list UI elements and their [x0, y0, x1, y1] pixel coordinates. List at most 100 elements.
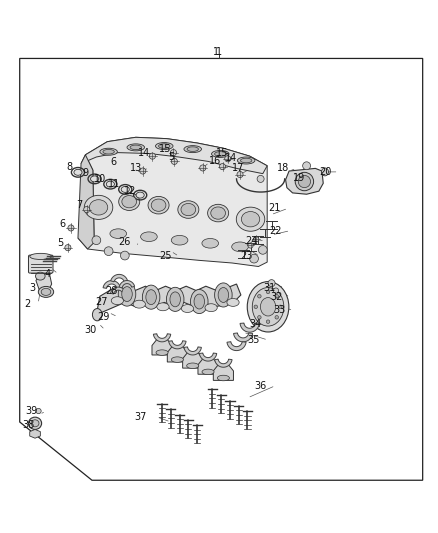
Polygon shape — [103, 280, 120, 288]
Polygon shape — [198, 359, 218, 374]
Text: 22: 22 — [270, 225, 282, 236]
Ellipse shape — [41, 288, 51, 295]
Text: 34: 34 — [250, 319, 262, 329]
Ellipse shape — [208, 204, 229, 222]
Circle shape — [219, 164, 226, 169]
Text: 18: 18 — [277, 164, 289, 173]
Text: 2: 2 — [24, 298, 30, 309]
Text: 26: 26 — [118, 237, 131, 247]
Ellipse shape — [171, 236, 188, 245]
Circle shape — [92, 236, 101, 245]
Ellipse shape — [121, 187, 129, 192]
Ellipse shape — [181, 304, 194, 312]
Circle shape — [250, 254, 258, 263]
Ellipse shape — [260, 297, 276, 316]
Polygon shape — [96, 284, 241, 314]
Text: 3: 3 — [29, 282, 35, 293]
Ellipse shape — [84, 195, 113, 220]
Polygon shape — [111, 274, 128, 282]
Circle shape — [248, 243, 253, 248]
Circle shape — [273, 288, 279, 293]
Circle shape — [258, 246, 267, 254]
Ellipse shape — [91, 176, 99, 182]
Text: 15: 15 — [216, 149, 229, 158]
Ellipse shape — [28, 417, 42, 430]
Ellipse shape — [122, 196, 137, 208]
Polygon shape — [110, 287, 126, 294]
Ellipse shape — [212, 150, 229, 157]
Circle shape — [104, 247, 113, 255]
Ellipse shape — [298, 175, 311, 188]
Circle shape — [65, 245, 71, 251]
Polygon shape — [215, 359, 232, 367]
Text: 11: 11 — [108, 179, 120, 189]
Ellipse shape — [170, 292, 180, 307]
Polygon shape — [199, 353, 217, 361]
Ellipse shape — [240, 158, 252, 163]
Ellipse shape — [205, 304, 217, 312]
Ellipse shape — [247, 281, 289, 332]
Ellipse shape — [89, 200, 108, 215]
Ellipse shape — [92, 309, 102, 321]
Ellipse shape — [110, 229, 127, 238]
Ellipse shape — [187, 147, 198, 151]
Ellipse shape — [211, 207, 226, 219]
Circle shape — [275, 295, 279, 298]
Text: 31: 31 — [264, 282, 276, 293]
Circle shape — [303, 162, 311, 169]
Ellipse shape — [130, 145, 141, 150]
FancyBboxPatch shape — [28, 255, 53, 273]
Text: 35: 35 — [247, 335, 259, 345]
Ellipse shape — [237, 157, 255, 164]
Text: 14: 14 — [138, 148, 151, 158]
Ellipse shape — [194, 294, 205, 309]
Circle shape — [140, 168, 146, 174]
Text: 23: 23 — [240, 251, 252, 261]
Ellipse shape — [252, 287, 284, 326]
Circle shape — [120, 251, 129, 260]
Circle shape — [225, 156, 231, 162]
Circle shape — [68, 225, 74, 231]
Ellipse shape — [127, 144, 145, 151]
Text: 1: 1 — [216, 47, 222, 57]
Ellipse shape — [155, 142, 173, 150]
Polygon shape — [78, 155, 94, 249]
Polygon shape — [286, 168, 323, 194]
Polygon shape — [227, 342, 246, 351]
Polygon shape — [78, 138, 267, 266]
Text: 27: 27 — [95, 296, 108, 306]
Text: 24: 24 — [245, 236, 258, 246]
Text: 37: 37 — [134, 411, 147, 422]
Circle shape — [170, 150, 177, 156]
Text: 13: 13 — [130, 163, 142, 173]
Text: 9: 9 — [83, 168, 89, 178]
Ellipse shape — [202, 369, 214, 375]
Ellipse shape — [218, 287, 229, 302]
Ellipse shape — [178, 201, 199, 219]
Text: 16: 16 — [209, 156, 222, 166]
Polygon shape — [152, 339, 172, 355]
Polygon shape — [119, 280, 134, 288]
Circle shape — [266, 290, 270, 294]
Text: 12: 12 — [124, 186, 136, 196]
Text: 15: 15 — [159, 144, 171, 154]
Text: 36: 36 — [254, 381, 267, 391]
Ellipse shape — [236, 207, 265, 231]
Circle shape — [254, 305, 258, 309]
Polygon shape — [153, 334, 171, 342]
Ellipse shape — [74, 169, 82, 175]
Ellipse shape — [166, 287, 184, 311]
Text: 28: 28 — [106, 286, 118, 296]
Ellipse shape — [133, 300, 145, 308]
Text: 25: 25 — [159, 252, 172, 261]
Ellipse shape — [215, 152, 226, 156]
Text: 38: 38 — [22, 420, 35, 430]
Polygon shape — [183, 352, 203, 368]
Text: 32: 32 — [270, 292, 283, 302]
Ellipse shape — [119, 193, 140, 211]
Ellipse shape — [217, 375, 230, 381]
Text: 39: 39 — [25, 406, 37, 416]
Text: 14: 14 — [225, 153, 237, 163]
Circle shape — [237, 172, 243, 177]
Text: 29: 29 — [98, 312, 110, 322]
